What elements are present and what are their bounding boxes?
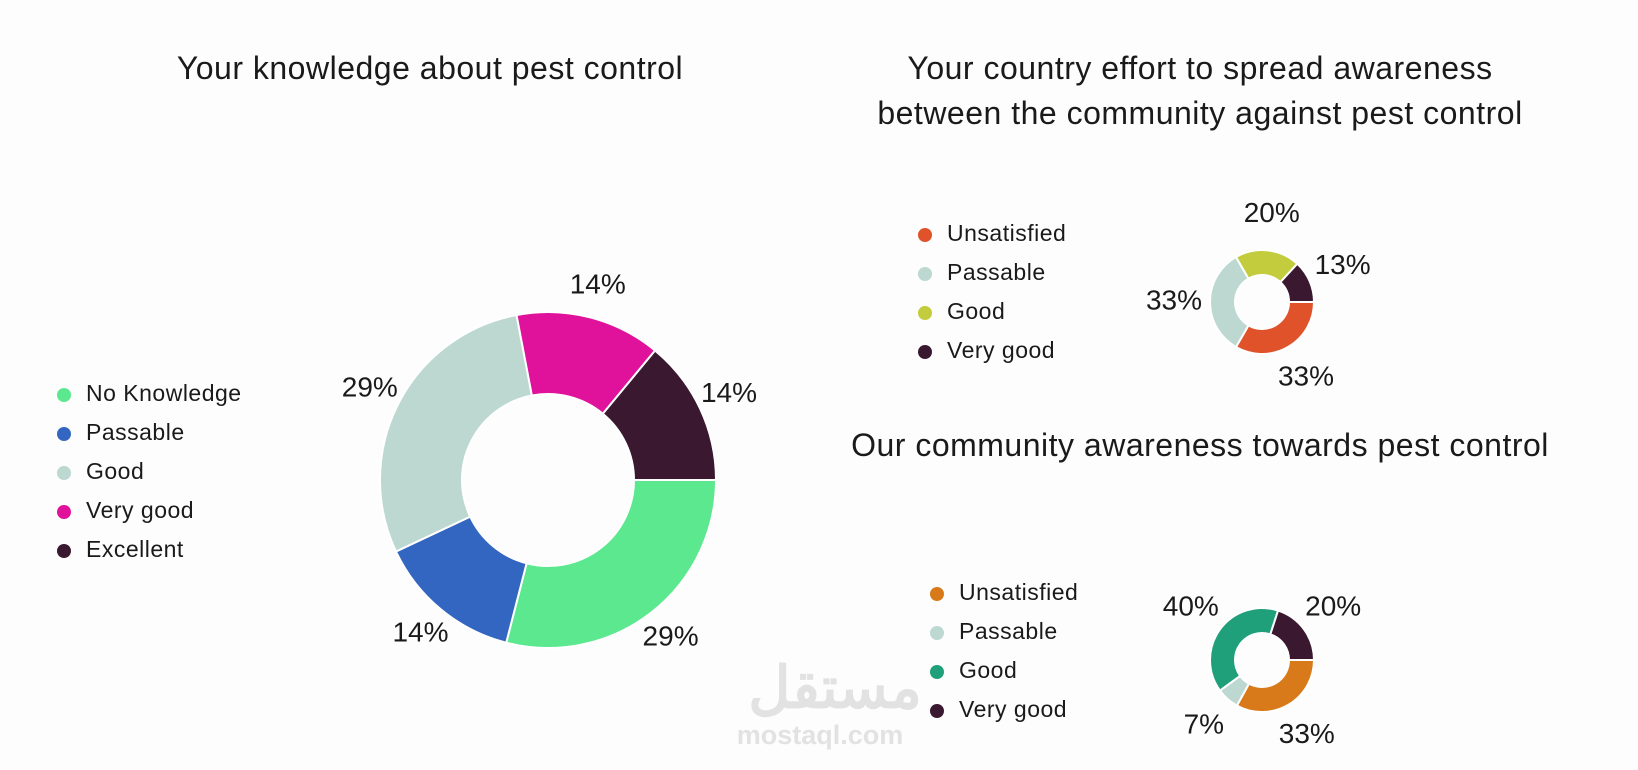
legend-marker bbox=[930, 704, 944, 718]
data-label: 7% bbox=[1184, 708, 1224, 739]
legend-marker bbox=[57, 505, 71, 519]
legend-label: Passable bbox=[86, 419, 185, 445]
legend-label: Passable bbox=[947, 259, 1046, 285]
data-label: 20% bbox=[1305, 591, 1361, 622]
chart-title: Our community awareness towards pest con… bbox=[851, 427, 1549, 463]
data-label: 29% bbox=[342, 372, 398, 403]
legend-label: Good bbox=[959, 657, 1017, 683]
data-label: 33% bbox=[1279, 718, 1335, 749]
legend-label: No Knowledge bbox=[86, 380, 242, 406]
legend-label: Unsatisfied bbox=[947, 220, 1066, 246]
legend-marker bbox=[57, 427, 71, 441]
donut-slice bbox=[1209, 607, 1280, 692]
legend-marker bbox=[918, 267, 932, 281]
data-label: 33% bbox=[1146, 284, 1202, 315]
data-label: 14% bbox=[392, 616, 448, 647]
legend-marker bbox=[930, 587, 944, 601]
legend-marker bbox=[930, 665, 944, 679]
legend-label: Very good bbox=[947, 337, 1055, 363]
legend-marker bbox=[57, 466, 71, 480]
legend-label: Excellent bbox=[86, 536, 184, 562]
chart-title: Your country effort to spread awareness … bbox=[877, 50, 1523, 131]
legend-marker bbox=[930, 626, 944, 640]
data-label: 40% bbox=[1163, 591, 1219, 622]
legend-marker bbox=[918, 228, 932, 242]
legend-marker bbox=[57, 388, 71, 402]
legend-label: Good bbox=[947, 298, 1005, 324]
legend-label: Very good bbox=[959, 696, 1067, 722]
data-label: 13% bbox=[1315, 249, 1371, 280]
donut-slice bbox=[1235, 659, 1316, 713]
legend-marker bbox=[57, 544, 71, 558]
watermark: mostaql.com bbox=[737, 720, 904, 750]
donut-slice bbox=[1278, 262, 1316, 303]
data-label: 29% bbox=[643, 620, 699, 651]
legend-label: Passable bbox=[959, 618, 1058, 644]
data-label: 20% bbox=[1244, 197, 1300, 228]
donut-slice bbox=[1269, 609, 1316, 661]
legend-marker bbox=[918, 306, 932, 320]
data-label: 14% bbox=[570, 269, 626, 300]
legend-label: Very good bbox=[86, 497, 194, 523]
donut-slice bbox=[601, 349, 718, 481]
donut-slice bbox=[505, 479, 718, 649]
donut-slice bbox=[1234, 301, 1316, 355]
donut-slice bbox=[1209, 255, 1250, 349]
data-label: 14% bbox=[701, 377, 757, 408]
donut-slice bbox=[379, 313, 534, 553]
data-label: 33% bbox=[1278, 361, 1334, 392]
legend-label: Unsatisfied bbox=[959, 579, 1078, 605]
legend-marker bbox=[918, 345, 932, 359]
chart-title: Your knowledge about pest control bbox=[176, 50, 684, 86]
watermark: مستقل bbox=[748, 655, 922, 720]
legend-label: Good bbox=[86, 458, 144, 484]
